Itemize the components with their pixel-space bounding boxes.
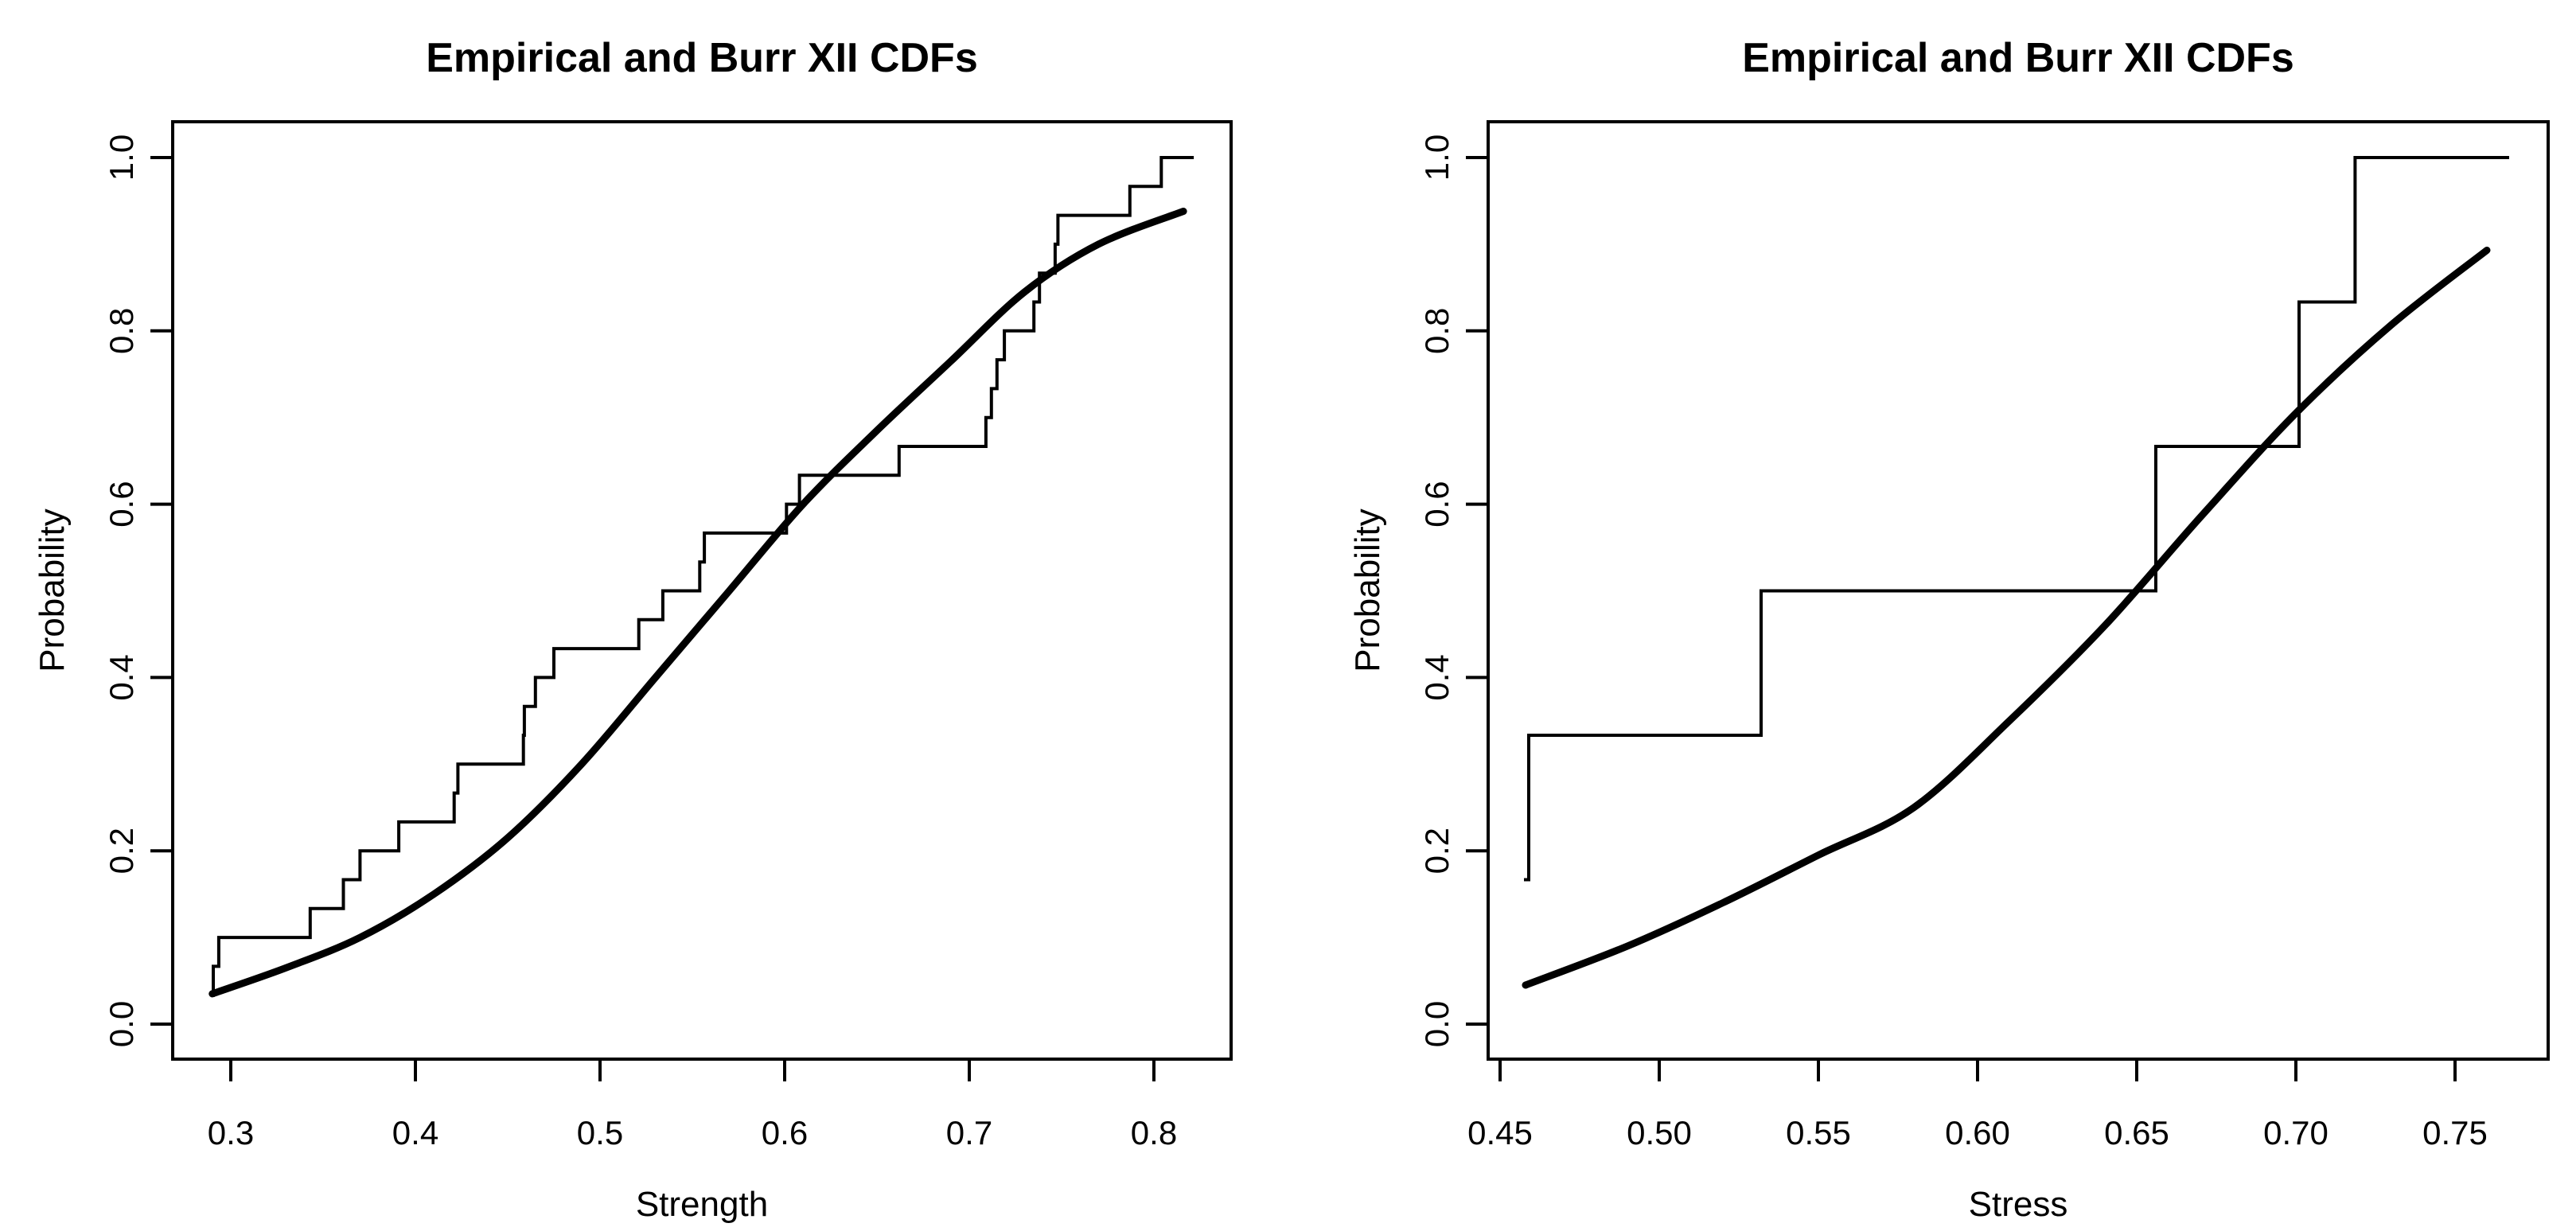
- panel-title: Empirical and Burr XII CDFs: [1742, 35, 2294, 81]
- panel-right: Empirical and Burr XII CDFs 0.45 0.50 0.55 0…: [1348, 35, 2550, 1224]
- y-axis-tick-label: 0.2: [1418, 828, 1456, 874]
- y-axis-tick-label: 1.0: [1418, 134, 1456, 181]
- burr-xii-cdf-curve: [208, 208, 1187, 998]
- panel-title: Empirical and Burr XII CDFs: [426, 35, 978, 81]
- x-axis-tick-label: 0.5: [577, 1114, 623, 1151]
- x-axis-label: Strength: [636, 1185, 768, 1224]
- y-axis-tick-label: 0.8: [103, 308, 140, 354]
- x-axis-tick-label: 0.7: [946, 1114, 992, 1151]
- y-axis-label: Probability: [1348, 508, 1387, 672]
- x-axis-tick-label: 0.45: [1467, 1114, 1533, 1151]
- empirical-cdf-step-line: [212, 156, 1194, 997]
- y-axis-tick-label: 0.0: [103, 1001, 140, 1047]
- x-axis-tick-label: 0.70: [2263, 1114, 2329, 1151]
- x-axis-label: Stress: [1969, 1185, 2068, 1224]
- y-axis-tick-label: 0.8: [1418, 308, 1456, 354]
- y-axis-tick-label: 1.0: [103, 134, 140, 181]
- y-axis-tick-label: 0.0: [1418, 1001, 1456, 1047]
- y-axis-tick-label: 0.2: [103, 828, 140, 874]
- x-axis-tick-label: 0.65: [2104, 1114, 2169, 1151]
- y-axis-tick-label: 0.6: [103, 481, 140, 527]
- y-axis-tick-label: 0.4: [103, 654, 140, 700]
- x-axis-tick-label: 0.6: [762, 1114, 808, 1151]
- y-axis-tick-label: 0.4: [1418, 654, 1456, 700]
- plot-box: [1487, 120, 2550, 1061]
- empirical-cdf-step-line: [1524, 156, 2509, 882]
- x-axis-tick-label: 0.4: [392, 1114, 438, 1151]
- x-axis-tick-label: 0.3: [208, 1114, 254, 1151]
- y-axis-tick-label: 0.6: [1418, 481, 1456, 527]
- x-axis-tick-label: 0.60: [1945, 1114, 2010, 1151]
- panel-left: Empirical and Burr XII CDFs 0.3 0.4 0.5 0.6 0…: [33, 35, 1233, 1224]
- x-axis-tick-label: 0.8: [1131, 1114, 1177, 1151]
- burr-xii-cdf-curve: [1522, 247, 2491, 989]
- x-axis-tick-label: 0.50: [1627, 1114, 1692, 1151]
- x-axis-tick-label: 0.55: [1786, 1114, 1851, 1151]
- x-axis-tick-label: 0.75: [2422, 1114, 2488, 1151]
- plot-box: [171, 120, 1233, 1061]
- y-axis-label: Probability: [33, 508, 72, 672]
